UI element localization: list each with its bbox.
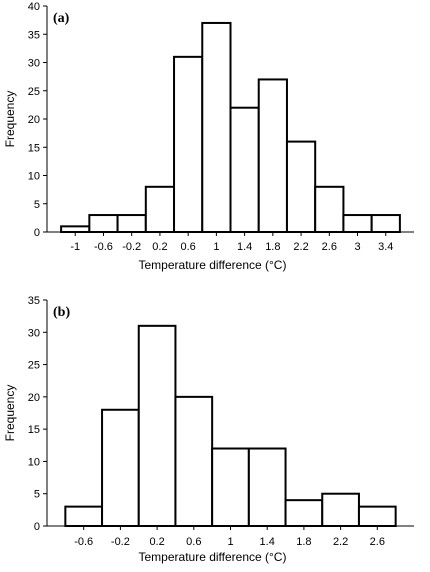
histogram-panel-a: 0 5 10 15 20 25 30 35 40 -1 -0.6 -0.2 0.2 0.6 1 1.4 1.8 2…	[3, 1, 414, 272]
y-tick-label: 25	[28, 360, 40, 372]
y-tick-label: 10	[28, 171, 40, 183]
x-axis-title: Temperature difference (°C)	[139, 550, 287, 564]
histogram-bar	[64, 505, 104, 527]
histogram-bar	[357, 505, 397, 527]
x-tick-label: 1.4	[260, 536, 275, 548]
panel-label: (a)	[53, 11, 70, 26]
y-tick-label: 30	[28, 327, 40, 339]
x-tick-label: -1	[70, 241, 80, 253]
histogram-bar	[101, 408, 140, 527]
histogram-bar	[285, 140, 317, 234]
y-axis-title: Frequency	[3, 91, 17, 148]
histogram-bar	[257, 78, 288, 233]
x-tick-label: -0.2	[122, 241, 141, 253]
y-tick-label: 15	[28, 142, 40, 154]
x-tick-label: 1.8	[265, 241, 280, 253]
y-tick-label: 5	[34, 489, 40, 501]
x-tick-label: 2.6	[322, 241, 337, 253]
histogram-bar	[229, 106, 260, 233]
y-tick-label: 35	[28, 295, 40, 307]
y-tick-label: 5	[34, 199, 40, 211]
histogram-bar	[314, 185, 345, 234]
histogram-bar	[284, 499, 324, 527]
histogram-bar	[342, 214, 373, 234]
histogram-bar	[321, 492, 360, 528]
panel-label: (b)	[53, 305, 70, 320]
x-tick-label: 2.6	[370, 536, 385, 548]
y-tick-label: 40	[28, 1, 40, 13]
histogram-panel-b: 0 5 10 15 20 25 30 35 -0.6 -0.2 0.2 0.6 1 1.4 1.8 2.2 2.…	[3, 295, 414, 564]
x-tick-label: 1.4	[237, 241, 252, 253]
x-tick-label: 0.6	[181, 241, 196, 253]
x-tick-label: 0.2	[152, 241, 167, 253]
y-tick-label: 25	[28, 86, 40, 98]
x-tick-label: 1	[227, 536, 233, 548]
x-tick-label: -0.2	[111, 536, 130, 548]
histogram-bar	[116, 214, 147, 234]
x-tick-label: -0.6	[74, 536, 93, 548]
histogram-bar	[144, 185, 176, 234]
y-tick-label: 0	[34, 521, 40, 533]
x-tick-label: 0.6	[186, 536, 201, 548]
y-axis-title: Frequency	[3, 385, 17, 442]
y-tick-label: 30	[28, 58, 40, 70]
y-tick-label: 20	[28, 392, 40, 404]
y-tick-label: 10	[28, 456, 40, 468]
x-tick-label: 1.8	[296, 536, 311, 548]
histogram-bar	[173, 55, 204, 233]
histogram-bar	[137, 324, 177, 528]
histogram-bar	[88, 214, 119, 234]
x-tick-label: 3.4	[378, 241, 393, 253]
histogram-bar	[211, 447, 250, 527]
histogram-bar	[247, 447, 287, 527]
x-axis-title: Temperature difference (°C)	[139, 258, 287, 272]
x-tick-label: -0.6	[94, 241, 113, 253]
histogram-bar	[60, 225, 91, 234]
x-tick-label: 2.2	[333, 536, 348, 548]
x-tick-label: 0.2	[149, 536, 164, 548]
histogram-bar	[370, 214, 401, 234]
y-tick-label: 0	[34, 227, 40, 239]
x-tick-label: 2.2	[293, 241, 308, 253]
y-tick-label: 15	[28, 424, 40, 436]
y-tick-label: 35	[28, 29, 40, 41]
x-tick-label: 3	[354, 241, 360, 253]
histogram-bar	[174, 395, 214, 527]
histogram-bar	[201, 21, 232, 234]
y-tick-label: 20	[28, 114, 40, 126]
x-tick-label: 1	[213, 241, 219, 253]
